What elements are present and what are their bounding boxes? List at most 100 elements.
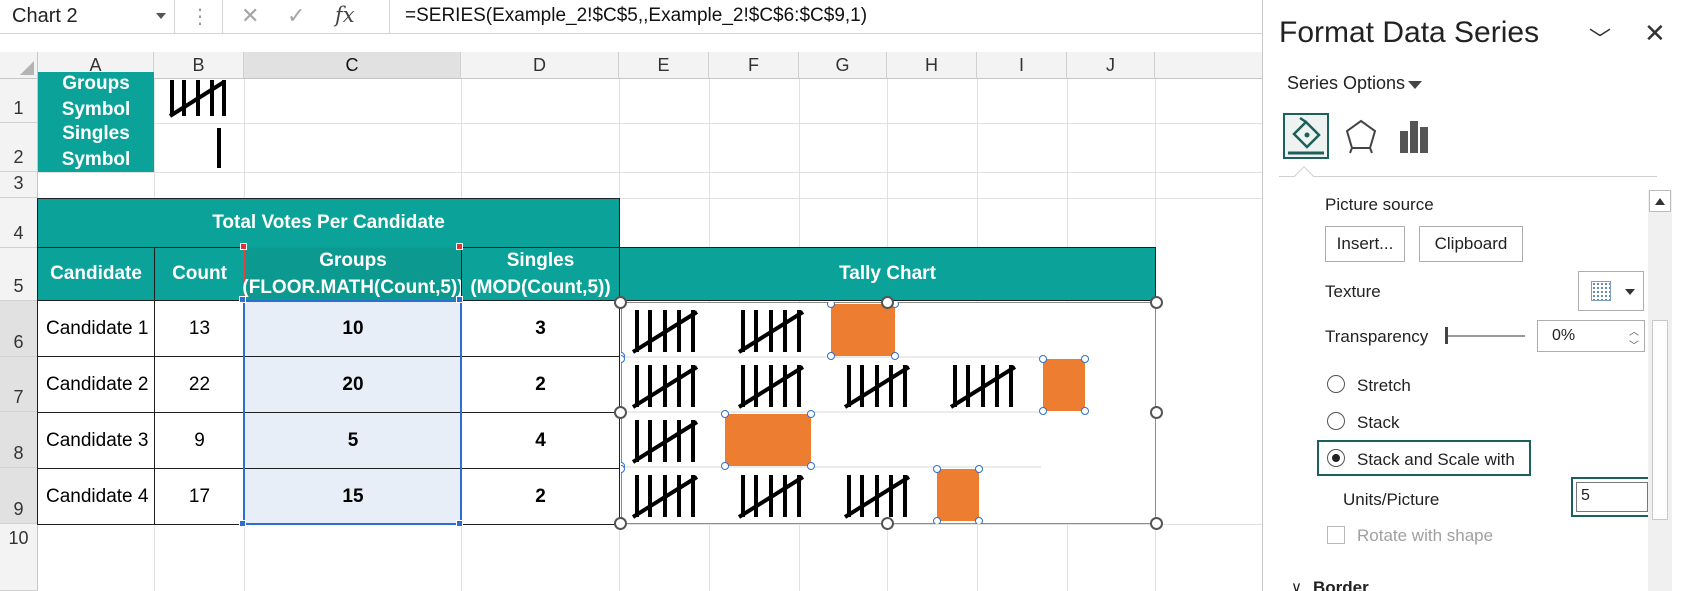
cell-count[interactable]: 13 [155,301,245,357]
cell-groups[interactable]: 20 [245,357,462,413]
caret-down-icon[interactable] [1408,81,1422,89]
data-point-handle[interactable] [1039,355,1047,363]
data-point-handle[interactable] [807,462,815,470]
cell-groups[interactable]: 5 [245,413,462,469]
data-point-handle[interactable] [721,410,729,418]
scrollbar-thumb[interactable] [1652,320,1668,520]
singles-placeholder-bar[interactable] [937,469,979,521]
data-point-handle[interactable] [891,352,899,360]
range-handle[interactable] [456,296,463,303]
column-header-g[interactable]: G [799,52,887,79]
close-icon[interactable]: ✕ [1644,18,1666,48]
row-header-1[interactable]: 1 [0,79,38,123]
cell-candidate[interactable]: Candidate 2 [38,357,155,413]
cell-groups[interactable]: 10 [245,301,462,357]
chevron-down-icon[interactable]: ﹀ [1589,27,1612,52]
insert-button[interactable]: Insert... [1325,226,1405,262]
range-handle[interactable] [456,520,463,527]
units-per-picture-value[interactable]: 5 [1576,482,1648,512]
cell-singles[interactable]: 2 [462,357,620,413]
formula-input[interactable]: =SERIES(Example_2!$C$5,,Example_2!$C$6:$… [405,5,868,26]
insert-function-icon[interactable]: fx [335,3,355,27]
more-options-icon[interactable]: ⋮ [190,6,210,28]
spin-up-icon[interactable]: ︿ [1629,327,1639,338]
chart-resize-handle[interactable] [881,296,894,309]
data-point-handle[interactable] [975,465,983,473]
transparency-input[interactable]: 0% [1537,320,1645,352]
data-point-handle[interactable] [1081,407,1089,415]
row-header-7[interactable]: 7 [0,357,38,412]
chart-resize-handle[interactable] [881,517,894,530]
range-handle[interactable] [240,243,247,250]
chevron-down-icon[interactable]: ∨ [1291,579,1302,591]
range-handle[interactable] [239,296,246,303]
chart-resize-handle[interactable] [614,296,627,309]
effects-tab[interactable] [1338,113,1384,159]
chart-resize-handle[interactable] [614,406,627,419]
chart-resize-handle[interactable] [614,517,627,530]
row-header-2[interactable]: 2 [0,123,38,172]
row-header-5[interactable]: 5 [0,248,38,301]
cell-count[interactable]: 17 [155,469,245,525]
data-point-handle[interactable] [1039,407,1047,415]
singles-placeholder-bar[interactable] [1043,359,1085,411]
column-header-e[interactable]: E [619,52,709,79]
column-header-d[interactable]: D [461,52,619,79]
cell-singles[interactable]: 4 [462,413,620,469]
series-options-tab[interactable] [1392,113,1438,159]
singles-symbol-label[interactable]: Singles Symbol [38,122,154,172]
cell-singles[interactable]: 2 [462,469,620,525]
column-header-h[interactable]: H [887,52,977,79]
name-box[interactable]: Chart 2 [0,0,175,33]
header-tally-chart[interactable]: Tally Chart [619,247,1156,301]
stack-and-scale-radio[interactable] [1327,449,1345,467]
singles-placeholder-bar[interactable] [831,304,895,356]
series-options-dropdown[interactable]: Series Options [1287,73,1406,93]
chart-resize-handle[interactable] [1150,406,1163,419]
data-point-handle[interactable] [827,352,835,360]
row-header-3[interactable]: 3 [0,172,38,198]
row-header-9[interactable]: 9 [0,468,38,524]
spin-down-icon[interactable]: ﹀ [1629,341,1639,352]
stack-radio[interactable] [1327,412,1345,430]
cell-count[interactable]: 22 [155,357,245,413]
cell-count[interactable]: 9 [155,413,245,469]
data-point-handle[interactable] [621,355,625,363]
data-point-handle[interactable] [721,462,729,470]
header-singles[interactable]: Singles (MOD(Count,5)) [461,247,620,301]
data-point-handle[interactable] [621,465,625,473]
cell-singles[interactable]: 3 [462,301,620,357]
data-point-handle[interactable] [807,410,815,418]
row-header-10[interactable]: 10 [0,524,38,591]
cancel-icon[interactable]: ✕ [241,3,260,28]
groups-symbol-label[interactable]: Groups Symbol [38,72,154,122]
row-header-4[interactable]: 4 [0,198,38,248]
select-all-corner[interactable] [0,52,38,79]
table-title[interactable]: Total Votes Per Candidate [37,198,620,248]
column-header-c[interactable]: C [244,52,461,79]
column-header-j[interactable]: J [1067,52,1155,79]
name-box-dropdown-icon[interactable] [156,13,166,19]
transparency-slider[interactable] [1445,335,1525,337]
chart-resize-handle[interactable] [1150,296,1163,309]
units-per-picture-input[interactable]: 5 [1571,477,1653,517]
cell-groups[interactable]: 15 [245,469,462,525]
scroll-up-icon[interactable] [1649,190,1671,212]
border-section-header[interactable]: Border [1313,578,1369,591]
fill-line-tab[interactable] [1283,113,1329,159]
column-header-f[interactable]: F [709,52,799,79]
row-header-8[interactable]: 8 [0,412,38,468]
data-point-handle[interactable] [933,465,941,473]
cell-candidate[interactable]: Candidate 4 [38,469,155,525]
singles-placeholder-bar[interactable] [725,414,811,466]
data-point-handle[interactable] [975,517,983,525]
transparency-slider-thumb[interactable] [1445,327,1448,344]
column-header-i[interactable]: I [977,52,1067,79]
header-candidate[interactable]: Candidate [37,247,155,301]
range-handle[interactable] [239,520,246,527]
row-header-6[interactable]: 6 [0,301,38,357]
header-groups[interactable]: Groups (FLOOR.MATH(Count,5)) [242,247,464,301]
data-point-handle[interactable] [827,302,835,308]
texture-dropdown[interactable] [1578,271,1644,311]
stretch-radio[interactable] [1327,375,1345,393]
